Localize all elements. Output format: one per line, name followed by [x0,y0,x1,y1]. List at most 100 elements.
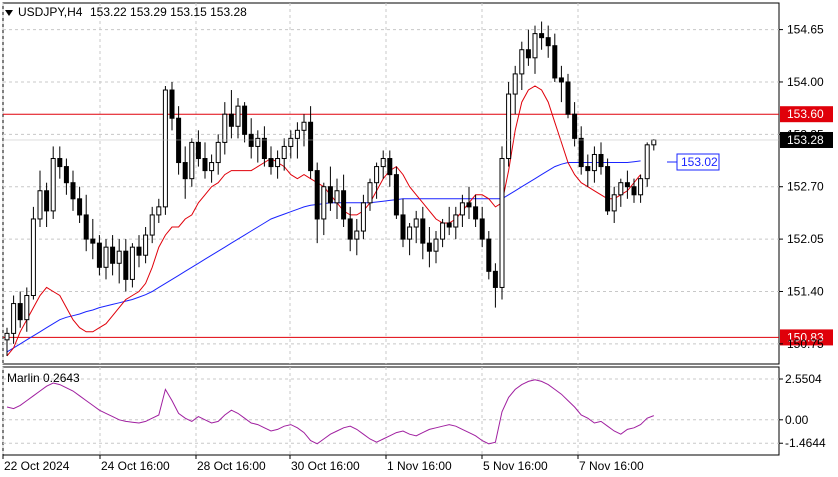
candle [215,134,221,175]
candle-body [473,206,479,220]
candle-body [123,250,129,280]
candle-body [129,246,135,280]
candle-body [83,214,89,240]
candle [77,186,83,223]
candle-body [103,246,109,268]
candle [116,239,122,284]
candle-body [347,218,353,240]
candle [129,243,135,288]
candle [479,206,485,248]
candle-body [248,133,254,147]
candle [57,146,63,179]
candle-body [446,222,452,228]
candle-body [552,45,558,79]
candle [209,154,215,183]
candle [374,162,380,199]
indicator-tick-label: -1.4644 [785,436,826,450]
candle [261,126,267,167]
candle [552,33,558,82]
candle [37,170,43,228]
candle-body [459,202,465,216]
candle-body [598,153,604,168]
candle [11,295,17,344]
candle-body [367,182,373,204]
candle-body [565,81,571,115]
candle [512,65,518,115]
candle [486,231,492,280]
candle-body [440,222,446,240]
candle [611,186,617,223]
candle [638,174,644,203]
candle [492,263,498,308]
candle-body [30,218,36,297]
candle-body [525,49,531,59]
candle [545,25,551,58]
level-label-box [780,329,833,346]
candle-body [644,144,650,180]
candle-body [96,242,102,268]
current-price-label: 153.28 [787,133,824,147]
candle-body [578,137,584,168]
candle-body [63,166,69,184]
candle-body [605,166,611,212]
time-tick-label: 7 Nov 16:00 [579,459,644,473]
candle-body [453,214,459,228]
candle-body [70,182,76,200]
candle [354,218,360,256]
candle [327,166,333,211]
candle [334,178,340,219]
candle-body [334,190,340,204]
candle-body [301,121,307,131]
candle [644,142,650,187]
candle [532,25,538,74]
candle-body [281,145,287,160]
candle [169,81,175,131]
ma-value-label: 153.02 [667,153,720,171]
candle [473,194,479,228]
price-axis: 154.65154.00153.35152.70152.05151.40150.… [3,23,833,351]
candle [182,146,188,199]
candle-body [618,182,624,196]
candle-body [545,37,551,47]
candle [202,142,208,179]
candle [235,98,241,139]
candle-body [44,190,50,212]
candle [598,142,604,175]
candle [341,174,347,228]
candle-body [110,246,116,264]
current-price-box [780,131,833,148]
candle [360,194,366,240]
candle [407,222,413,256]
candle [63,158,69,195]
candle [585,154,591,187]
candle [525,29,531,66]
time-tick-label: 24 Oct 16:00 [101,459,170,473]
candle [136,235,142,268]
indicator-path [6,379,654,445]
candle-body [77,198,83,216]
candle [30,206,36,300]
price-tick-label: 152.70 [787,180,824,194]
candle [591,146,597,183]
candle-body [499,158,505,288]
candle [631,178,637,203]
candle-body [288,137,294,147]
symbol-dropdown-icon[interactable] [5,10,13,16]
candle [565,73,571,119]
candle [506,81,512,167]
candle-body [308,121,314,172]
candle-body [413,218,419,228]
candle [110,235,116,276]
candle-body [57,158,63,168]
candle-body [156,206,162,216]
candle [176,106,182,175]
candle-body [182,162,188,180]
candle [624,170,630,199]
candle-body [572,113,578,139]
candle-body [512,73,518,95]
candle [281,138,287,171]
candle [242,102,248,143]
candle-body [149,214,155,236]
candle [228,90,234,139]
candle-body [222,113,228,143]
